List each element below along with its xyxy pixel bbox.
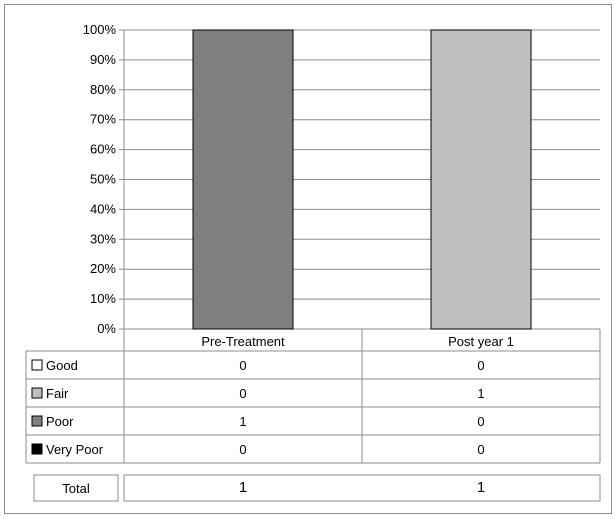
y-tick-label: 0% — [97, 321, 116, 336]
data-table-value: 1 — [239, 414, 246, 429]
y-tick-label: 60% — [90, 142, 116, 157]
y-tick-label: 90% — [90, 52, 116, 67]
legend-label: Very Poor — [46, 442, 104, 457]
total-label: Total — [62, 481, 90, 496]
data-table-value: 0 — [477, 358, 484, 373]
y-tick-label: 50% — [90, 172, 116, 187]
y-tick-label: 80% — [90, 82, 116, 97]
total-value: 1 — [477, 479, 485, 496]
legend-swatch — [31, 415, 43, 427]
data-table-value: 0 — [239, 358, 246, 373]
y-tick-label: 30% — [90, 231, 116, 246]
legend-label: Fair — [46, 386, 69, 401]
y-tick-label: 70% — [90, 112, 116, 127]
total-label-cell — [33, 474, 119, 502]
legend-swatch — [31, 359, 43, 371]
y-tick-label: 10% — [90, 291, 116, 306]
data-table-value: 0 — [477, 414, 484, 429]
total-values-cell — [123, 474, 601, 502]
total-value: 1 — [239, 479, 247, 496]
category-label: Pre-Treatment — [201, 334, 285, 349]
bar-segment — [430, 29, 532, 330]
legend-label: Good — [46, 358, 78, 373]
data-table-value: 1 — [477, 386, 484, 401]
legend-label: Poor — [46, 414, 74, 429]
data-table-value: 0 — [239, 442, 246, 457]
legend-swatch — [31, 443, 43, 455]
y-tick-label: 100% — [83, 22, 117, 37]
y-tick-label: 20% — [90, 261, 116, 276]
data-table-value: 0 — [477, 442, 484, 457]
bar-segment — [192, 29, 294, 330]
category-label: Post year 1 — [448, 334, 514, 349]
y-tick-label: 40% — [90, 201, 116, 216]
data-table-value: 0 — [239, 386, 246, 401]
legend-swatch — [31, 387, 43, 399]
